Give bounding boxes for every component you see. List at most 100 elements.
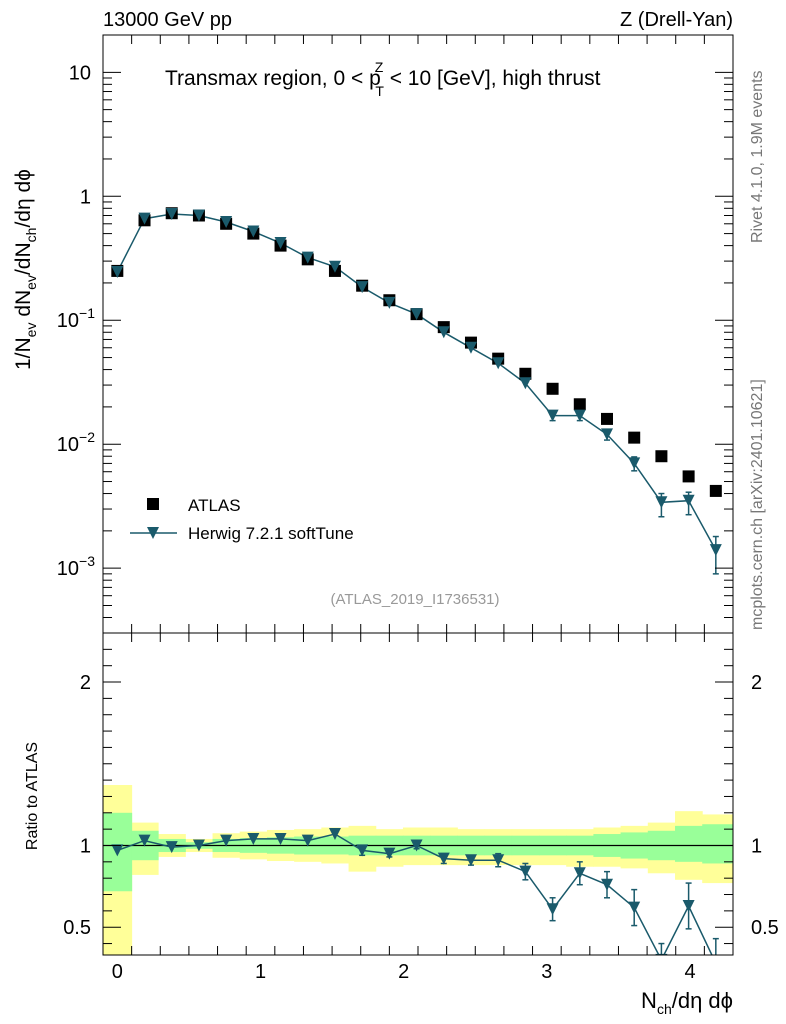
y-tick-label: 10−1 [57, 305, 95, 332]
main-y-axis-label: 1/Nev dNev/dNch/dη dϕ [12, 169, 39, 370]
ratio-point [356, 844, 369, 857]
main-title: Transmax region, 0 < pZ T < 10 [GeV], hig… [165, 59, 601, 99]
ratio-point [601, 878, 613, 891]
atlas-data-point [628, 431, 641, 444]
herwig-point [301, 251, 314, 264]
ratio-point [165, 841, 178, 854]
ratio-panel: 0 1 2 3 4 0.5 0.5 1 1 2 2 Ratio to ATLAS Nch/dη dϕ [24, 632, 779, 1017]
ratio-y-tick-label-right: 2 [751, 672, 762, 694]
header-energy-label: 13000 GeV pp [103, 9, 232, 31]
ratio-point [655, 953, 668, 955]
x-axis-label: Nch/dη dϕ [641, 988, 733, 1017]
atlas-data-point [655, 450, 668, 463]
herwig-point [111, 266, 124, 279]
atlas-data-point [709, 484, 722, 497]
ratio-band-inner [675, 825, 703, 862]
x-label-sub: ch [657, 1001, 672, 1017]
ratio-point [247, 832, 260, 845]
title-pre: Transmax region, 0 < p [165, 67, 381, 90]
main-panel: 10 1 10−1 10−2 10−3 Transmax region, 0 < pZ T… [12, 34, 734, 634]
ratio-point [464, 854, 477, 867]
herwig-point [519, 377, 532, 390]
ratio-y-tick-label: 0.5 [63, 917, 91, 939]
herwig-point [709, 544, 722, 557]
legend-atlas-label: ATLAS [188, 496, 241, 515]
ratio-point [328, 828, 341, 841]
ratio-y-tick-label-right: 0.5 [751, 917, 779, 939]
herwig-point [492, 357, 505, 370]
ratio-y-tick-label: 2 [80, 672, 91, 694]
ratio-point [192, 839, 205, 852]
herwig-point [247, 225, 260, 238]
y-tick-label: 1 [80, 186, 91, 208]
title-post: < 10 [GeV], high thrust [384, 67, 601, 90]
ratio-point [492, 854, 505, 867]
atlas-data-point [682, 470, 695, 483]
atlas-data-point [573, 398, 586, 411]
herwig-point [437, 326, 450, 339]
ratio-band-inner [702, 824, 734, 864]
atlas-data-point [519, 367, 532, 380]
ratio-point [546, 903, 559, 916]
header-process-label: Z (Drell-Yan) [620, 9, 733, 31]
ratio-point [573, 867, 586, 880]
legend-herwig-marker [147, 527, 159, 539]
ratio-y-axis-label: Ratio to ATLAS [24, 742, 41, 850]
ratio-y-tick-label-right: 1 [751, 835, 762, 857]
herwig-point [628, 457, 641, 470]
x-tick-label: 3 [541, 961, 552, 983]
ratio-point [111, 844, 124, 857]
ratio-point [710, 957, 722, 969]
ratio-y-tick-label: 1 [80, 835, 91, 857]
x-label-pre: N [641, 988, 657, 1013]
y-tick-label: 10−2 [57, 429, 95, 456]
title-sup: Z [375, 59, 384, 75]
legend-atlas-marker [147, 498, 159, 510]
rivet-version-label: Rivet 4.1.0, 1.9M events [749, 70, 766, 243]
x-tick-label: 0 [112, 961, 123, 983]
herwig-point [356, 281, 369, 294]
herwig-point [328, 260, 341, 273]
ratio-axes: 0 1 2 3 4 0.5 0.5 1 1 2 2 [63, 633, 779, 983]
herwig-point [192, 209, 205, 222]
ratio-point [682, 899, 695, 912]
x-tick-label: 2 [398, 961, 409, 983]
herwig-point [546, 409, 559, 422]
ratio-point [628, 901, 641, 914]
herwig-point [138, 212, 151, 225]
ratio-point [383, 847, 396, 860]
ratio-point [437, 852, 450, 865]
x-label-post: /dη dϕ [672, 988, 733, 1013]
main-axes: 10 1 10−1 10−2 10−3 [57, 34, 734, 634]
ratio-frame [102, 632, 734, 956]
herwig-point [165, 207, 178, 220]
ratio-point [274, 832, 287, 845]
y-tick-label: 10−3 [57, 553, 95, 580]
ratio-point [301, 834, 314, 847]
herwig-point [383, 296, 396, 309]
main-frame [102, 34, 734, 634]
y-tick-label: 10 [69, 62, 91, 84]
herwig-point [682, 494, 695, 507]
ratio-point [410, 839, 423, 852]
x-tick-label: 1 [255, 961, 266, 983]
ratio-point [220, 834, 233, 847]
herwig-point [410, 308, 423, 321]
ratio-series [111, 828, 722, 969]
main-plot-marks [111, 207, 722, 575]
herwig-point [220, 216, 233, 229]
mcplots-label: mcplots.cern.ch [arXiv:2401.10621] [749, 379, 766, 630]
ratio-point [138, 834, 151, 847]
legend: ATLAS Herwig 7.2.1 softTune [130, 496, 354, 543]
ratio-point [519, 865, 532, 878]
atlas-data-point [601, 412, 613, 425]
herwig-point [601, 428, 613, 441]
legend-herwig-label: Herwig 7.2.1 softTune [188, 524, 354, 543]
herwig-point [573, 409, 586, 422]
analysis-tag: (ATLAS_2019_I1736531) [330, 591, 499, 608]
x-tick-label: 4 [684, 961, 695, 983]
atlas-data-point [546, 382, 559, 395]
herwig-point [274, 236, 287, 249]
title-sub: T [375, 83, 384, 99]
